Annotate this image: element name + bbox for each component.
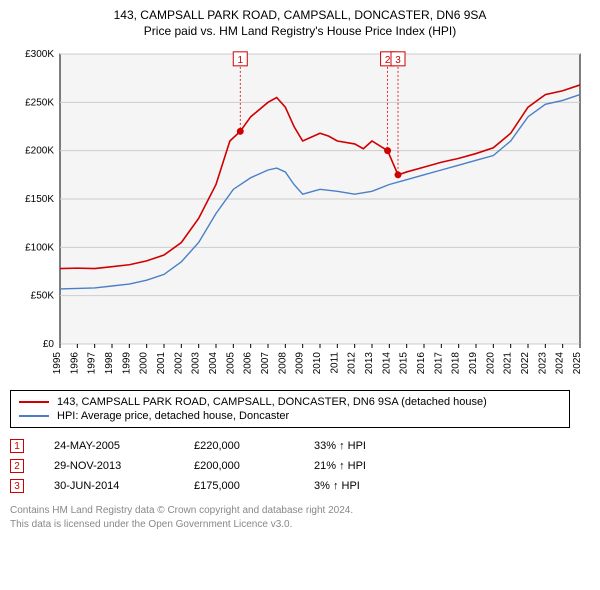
svg-text:2025: 2025 [572,352,583,375]
legend-row-property: 143, CAMPSALL PARK ROAD, CAMPSALL, DONCA… [19,395,561,409]
sale-num-box: 1 [10,439,24,453]
svg-text:£0: £0 [43,339,55,350]
sale-date: 24-MAY-2005 [54,440,194,452]
attribution: Contains HM Land Registry data © Crown c… [10,504,590,531]
sales-table: 1 24-MAY-2005 £220,000 33% ↑ HPI 2 29-NO… [10,436,570,496]
svg-text:2007: 2007 [260,352,271,375]
svg-text:2018: 2018 [451,352,462,375]
attribution-line1: Contains HM Land Registry data © Crown c… [10,504,590,518]
title-address: 143, CAMPSALL PARK ROAD, CAMPSALL, DONCA… [10,8,590,22]
title-block: 143, CAMPSALL PARK ROAD, CAMPSALL, DONCA… [10,8,590,38]
sale-price: £175,000 [194,480,314,492]
sale-row: 3 30-JUN-2014 £175,000 3% ↑ HPI [10,476,570,496]
svg-text:2012: 2012 [347,352,358,375]
svg-text:3: 3 [395,55,401,66]
svg-text:2010: 2010 [312,352,323,375]
svg-text:£300K: £300K [25,49,54,60]
svg-text:£150K: £150K [25,194,54,205]
svg-text:1995: 1995 [52,352,63,375]
sale-num-box: 3 [10,479,24,493]
legend: 143, CAMPSALL PARK ROAD, CAMPSALL, DONCA… [10,390,570,428]
svg-text:2001: 2001 [156,352,167,375]
svg-text:2009: 2009 [295,352,306,375]
svg-text:2021: 2021 [503,352,514,375]
svg-text:£200K: £200K [25,146,54,157]
legend-label-property: 143, CAMPSALL PARK ROAD, CAMPSALL, DONCA… [57,396,487,408]
svg-text:2019: 2019 [468,352,479,375]
svg-text:2002: 2002 [173,352,184,375]
svg-text:2008: 2008 [277,352,288,375]
page-root: 143, CAMPSALL PARK ROAD, CAMPSALL, DONCA… [0,0,600,539]
sale-price: £200,000 [194,460,314,472]
sale-date: 30-JUN-2014 [54,480,194,492]
svg-text:1: 1 [237,55,243,66]
sale-price: £220,000 [194,440,314,452]
svg-text:2017: 2017 [433,352,444,375]
svg-text:£100K: £100K [25,242,54,253]
svg-text:2022: 2022 [520,352,531,375]
svg-text:1999: 1999 [121,352,132,375]
svg-text:2005: 2005 [225,352,236,375]
attribution-line2: This data is licensed under the Open Gov… [10,518,590,532]
sale-hpi: 3% ↑ HPI [314,480,434,492]
sale-hpi: 21% ↑ HPI [314,460,434,472]
svg-text:2003: 2003 [191,352,202,375]
svg-text:2011: 2011 [329,352,340,374]
sale-row: 1 24-MAY-2005 £220,000 33% ↑ HPI [10,436,570,456]
sale-hpi: 33% ↑ HPI [314,440,434,452]
title-subtitle: Price paid vs. HM Land Registry's House … [10,24,590,38]
sale-date: 29-NOV-2013 [54,460,194,472]
sale-num-box: 2 [10,459,24,473]
svg-text:1997: 1997 [87,352,98,375]
svg-text:2020: 2020 [485,352,496,375]
svg-text:2004: 2004 [208,352,219,375]
svg-text:£250K: £250K [25,97,54,108]
svg-text:2000: 2000 [139,352,150,375]
svg-text:2024: 2024 [555,352,566,375]
chart-svg: £0 £50K £100K £150K £200K £250K £300K 1995 1996 1… [10,44,590,384]
svg-text:2023: 2023 [537,352,548,375]
svg-text:1996: 1996 [69,352,80,375]
legend-row-hpi: HPI: Average price, detached house, Donc… [19,409,561,423]
sale-row: 2 29-NOV-2013 £200,000 21% ↑ HPI [10,456,570,476]
svg-text:£50K: £50K [31,291,55,302]
svg-text:1998: 1998 [104,352,115,375]
svg-text:2013: 2013 [364,352,375,375]
svg-text:2015: 2015 [399,352,410,375]
svg-text:2: 2 [385,55,391,66]
svg-text:2014: 2014 [381,352,392,375]
svg-text:2016: 2016 [416,352,427,375]
legend-label-hpi: HPI: Average price, detached house, Donc… [57,410,289,422]
svg-text:2006: 2006 [243,352,254,375]
legend-swatch-property [19,401,49,403]
price-chart: £0 £50K £100K £150K £200K £250K £300K 1995 1996 1… [10,44,590,384]
legend-swatch-hpi [19,415,49,417]
